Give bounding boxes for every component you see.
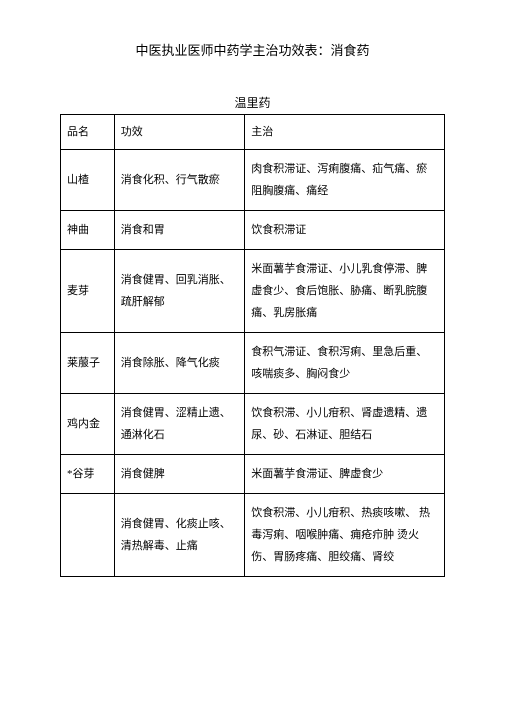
cell-treat: 肉食积滞证、泻痢腹痛、疝气痛、瘀阻胸腹痛、痛经 [245,150,445,211]
table-row: 神曲 消食和胃 饮食积滞证 [61,211,445,250]
cell-name: 莱菔子 [61,333,115,394]
cell-effect: 消食健胃、涩精止遗、通淋化石 [114,394,245,455]
cell-name: 山楂 [61,150,115,211]
cell-treat: 食积气滞证、食积泻痢、里急后重、咳喘痰多、胸闷食少 [245,333,445,394]
cell-treat: 米面薯芋食滞证、脾虚食少 [245,455,445,494]
page-title: 中医执业医师中药学主治功效表：消食药 [60,40,445,59]
table-row: 消食健胃、化痰止咳、清热解毒、止痛 饮食积滞、小儿疳积、热痰咳嗽、 热毒泻痢、咽… [61,494,445,577]
medicine-table: 品名 功效 主治 山楂 消食化积、行气散瘀 肉食积滞证、泻痢腹痛、疝气痛、瘀阻胸… [60,114,445,577]
table-row: 莱菔子 消食除胀、降气化痰 食积气滞证、食积泻痢、里急后重、咳喘痰多、胸闷食少 [61,333,445,394]
cell-name [61,494,115,577]
cell-effect: 消食化积、行气散瘀 [114,150,245,211]
table-row: 鸡内金 消食健胃、涩精止遗、通淋化石 饮食积滞、小儿疳积、肾虚遗精、遗尿、砂、石… [61,394,445,455]
cell-treat: 米面薯芋食滞证、小儿乳食停滞、脾虚食少、食后饱胀、胁痛、断乳脘腹痛、乳房胀痛 [245,250,445,333]
table-row: 麦芽 消食健胃、回乳消胀、疏肝解郁 米面薯芋食滞证、小儿乳食停滞、脾虚食少、食后… [61,250,445,333]
cell-name: 鸡内金 [61,394,115,455]
cell-treat: 饮食积滞证 [245,211,445,250]
cell-treat: 饮食积滞、小儿疳积、肾虚遗精、遗尿、砂、石淋证、胆结石 [245,394,445,455]
header-name: 品名 [61,115,115,150]
cell-name: 神曲 [61,211,115,250]
cell-treat: 饮食积滞、小儿疳积、热痰咳嗽、 热毒泻痢、咽喉肿痛、痈疮疖肿 烫火伤、胃肠疼痛、… [245,494,445,577]
header-treat: 主治 [245,115,445,150]
cell-name: 麦芽 [61,250,115,333]
cell-effect: 消食健胃、回乳消胀、疏肝解郁 [114,250,245,333]
table-row: *谷芽 消食健脾 米面薯芋食滞证、脾虚食少 [61,455,445,494]
table-subtitle: 温里药 [60,94,445,111]
table-header-row: 品名 功效 主治 [61,115,445,150]
cell-effect: 消食除胀、降气化痰 [114,333,245,394]
cell-effect: 消食和胃 [114,211,245,250]
cell-name: *谷芽 [61,455,115,494]
table-row: 山楂 消食化积、行气散瘀 肉食积滞证、泻痢腹痛、疝气痛、瘀阻胸腹痛、痛经 [61,150,445,211]
cell-effect: 消食健脾 [114,455,245,494]
cell-effect: 消食健胃、化痰止咳、清热解毒、止痛 [114,494,245,577]
header-effect: 功效 [114,115,245,150]
